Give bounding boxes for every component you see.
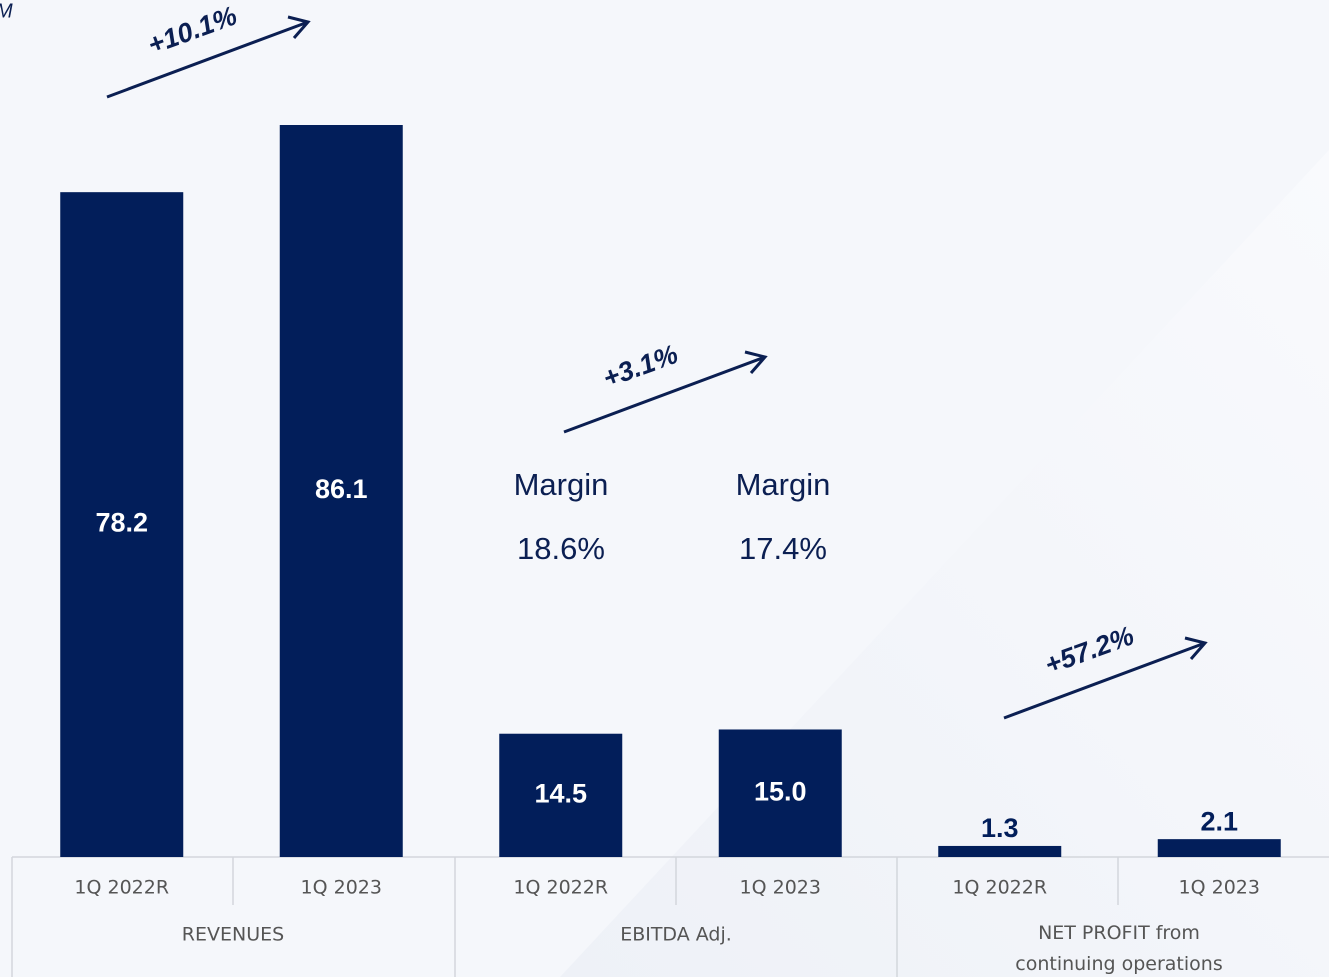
growth-label: +3.1% bbox=[599, 339, 682, 394]
group-label: EBITDA Adj. bbox=[620, 924, 732, 946]
margin-label: Margin bbox=[514, 467, 609, 502]
unit-label: M bbox=[0, 0, 13, 22]
value-label: 14.5 bbox=[534, 778, 587, 808]
x-tick-label: 1Q 2022R bbox=[952, 877, 1047, 899]
bar bbox=[60, 192, 184, 857]
bar bbox=[499, 733, 623, 857]
x-tick-label: 1Q 2022R bbox=[513, 877, 608, 899]
margin-value: 18.6% bbox=[517, 531, 605, 566]
bar bbox=[1157, 839, 1281, 857]
margin-label: Margin bbox=[736, 467, 831, 502]
group-label: REVENUES bbox=[182, 924, 284, 946]
x-tick-label: 1Q 2023 bbox=[740, 877, 821, 899]
value-label: 15.0 bbox=[754, 776, 807, 806]
x-tick-label: 1Q 2023 bbox=[301, 877, 382, 899]
x-tick-label: 1Q 2023 bbox=[1179, 877, 1260, 899]
group-label: NET PROFIT from continuing operations bbox=[1015, 922, 1223, 975]
value-label: 86.1 bbox=[315, 474, 368, 504]
bar bbox=[718, 729, 842, 857]
x-tick-label: 1Q 2022R bbox=[74, 877, 169, 899]
value-label: 78.2 bbox=[95, 508, 148, 538]
bar bbox=[938, 845, 1062, 857]
growth-arrow bbox=[106, 15, 1208, 720]
bar bbox=[279, 125, 403, 857]
value-label: 2.1 bbox=[1200, 806, 1238, 836]
value-label: 1.3 bbox=[981, 813, 1019, 843]
margin-value: 17.4% bbox=[739, 531, 827, 566]
